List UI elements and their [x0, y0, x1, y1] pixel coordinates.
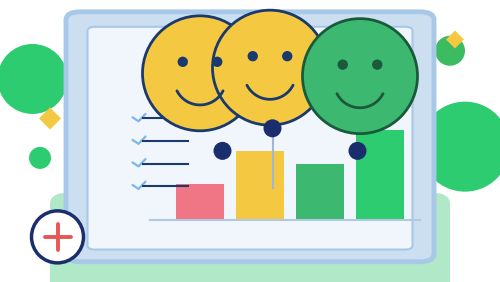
Ellipse shape: [248, 51, 258, 61]
FancyBboxPatch shape: [66, 12, 434, 262]
Ellipse shape: [214, 142, 232, 160]
Ellipse shape: [348, 142, 366, 160]
Polygon shape: [446, 30, 464, 49]
FancyBboxPatch shape: [88, 27, 412, 250]
Ellipse shape: [302, 19, 418, 134]
Ellipse shape: [338, 60, 348, 70]
Ellipse shape: [29, 147, 51, 169]
Bar: [236, 151, 284, 220]
Ellipse shape: [282, 51, 292, 61]
Bar: [356, 130, 404, 220]
Bar: [296, 164, 344, 220]
Ellipse shape: [212, 57, 222, 67]
Ellipse shape: [178, 57, 188, 67]
Ellipse shape: [420, 102, 500, 192]
Ellipse shape: [372, 60, 382, 70]
Polygon shape: [39, 107, 61, 129]
Ellipse shape: [0, 44, 68, 114]
FancyBboxPatch shape: [50, 193, 450, 282]
Ellipse shape: [264, 119, 281, 137]
Ellipse shape: [212, 10, 328, 125]
Ellipse shape: [435, 36, 465, 66]
Bar: [176, 184, 224, 220]
Ellipse shape: [32, 211, 84, 263]
Ellipse shape: [142, 16, 258, 131]
